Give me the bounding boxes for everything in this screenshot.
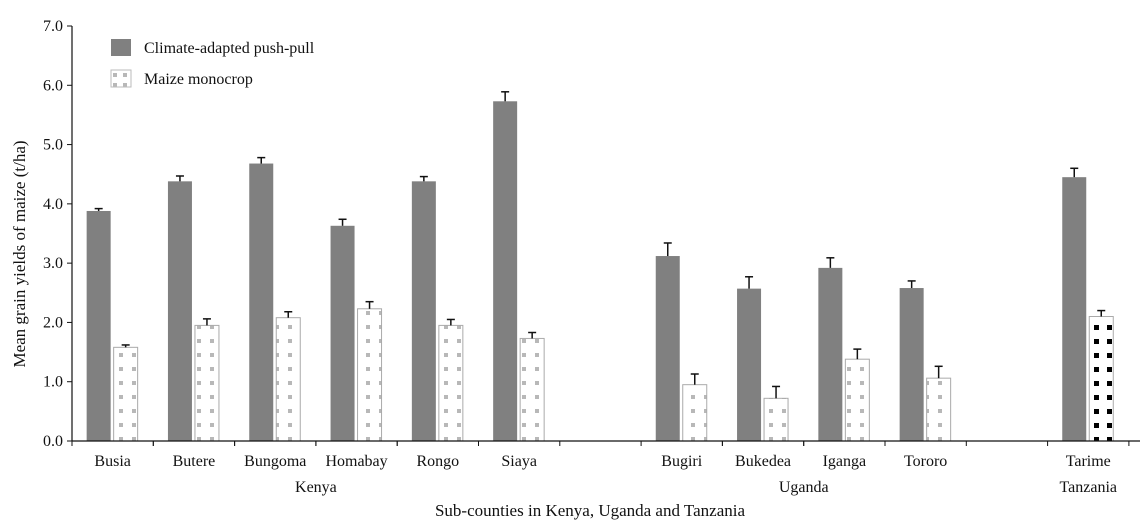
bar-monocrop: [519, 337, 545, 442]
group-label: Uganda: [779, 479, 829, 496]
bar-monocrop: [194, 324, 220, 442]
category-label: Homabay: [325, 453, 387, 470]
legend-label-push-pull: Climate-adapted push-pull: [144, 40, 315, 57]
y-tick-label: 1.0: [43, 374, 63, 391]
y-tick-label: 6.0: [43, 77, 63, 94]
category-label: Bungoma: [244, 453, 306, 470]
bar-push-pull: [86, 210, 111, 441]
bar-push-pull: [167, 181, 192, 442]
category-label: Tarime: [1066, 453, 1111, 470]
y-axis-title: Mean grain yields of maize (t/ha): [10, 140, 29, 367]
category-label: Tororo: [904, 453, 947, 470]
x-axis: Busia Butere Bungoma Homabay Rongo Siaya Bugir…: [71, 440, 1140, 496]
bar-monocrop: [275, 317, 301, 442]
y-tick-label: 4.0: [43, 196, 63, 213]
category-label: Siaya: [501, 453, 537, 470]
y-tick-label: 0.0: [43, 433, 63, 450]
bar-monocrop: [844, 358, 870, 442]
bar-push-pull: [655, 256, 680, 441]
bar-push-pull: [1062, 177, 1087, 441]
bar-push-pull: [818, 267, 843, 441]
y-axis: 0.0 1.0 2.0 3.0 4.0 5.0 6.0 7.0: [43, 18, 73, 450]
legend-swatch-monocrop: [110, 69, 132, 88]
bar-push-pull: [249, 163, 274, 442]
bar-push-pull: [737, 288, 762, 441]
category-label: Butere: [173, 453, 216, 470]
bar-monocrop: [926, 377, 952, 442]
bar-push-pull: [330, 225, 355, 441]
legend-swatch-push-pull: [111, 39, 131, 56]
bar-monocrop: [113, 346, 139, 442]
y-tick-label: 7.0: [43, 18, 63, 35]
bar-push-pull: [411, 181, 436, 442]
bars: [86, 91, 1114, 442]
bar-monocrop: [763, 397, 789, 442]
bar-push-pull: [899, 288, 924, 441]
category-label: Busia: [94, 453, 130, 470]
y-tick-label: 3.0: [43, 255, 63, 272]
bar-monocrop: [438, 324, 464, 442]
group-label: Kenya: [295, 479, 337, 496]
category-label: Iganga: [823, 453, 867, 470]
category-label: Bugiri: [661, 453, 702, 470]
legend: Climate-adapted push-pull Maize monocrop: [110, 39, 315, 88]
bar-monocrop: [357, 308, 383, 442]
category-label: Bukedea: [735, 453, 791, 470]
y-tick-label: 5.0: [43, 137, 63, 154]
legend-label-monocrop: Maize monocrop: [144, 71, 253, 88]
bar-push-pull: [493, 101, 518, 442]
category-label: Rongo: [417, 453, 460, 470]
y-tick-label: 2.0: [43, 314, 63, 331]
bar-monocrop: [1088, 316, 1114, 442]
x-axis-title: Sub-counties in Kenya, Uganda and Tanzan…: [435, 501, 746, 520]
group-label: Tanzania: [1059, 479, 1117, 496]
bar-monocrop: [682, 384, 708, 442]
